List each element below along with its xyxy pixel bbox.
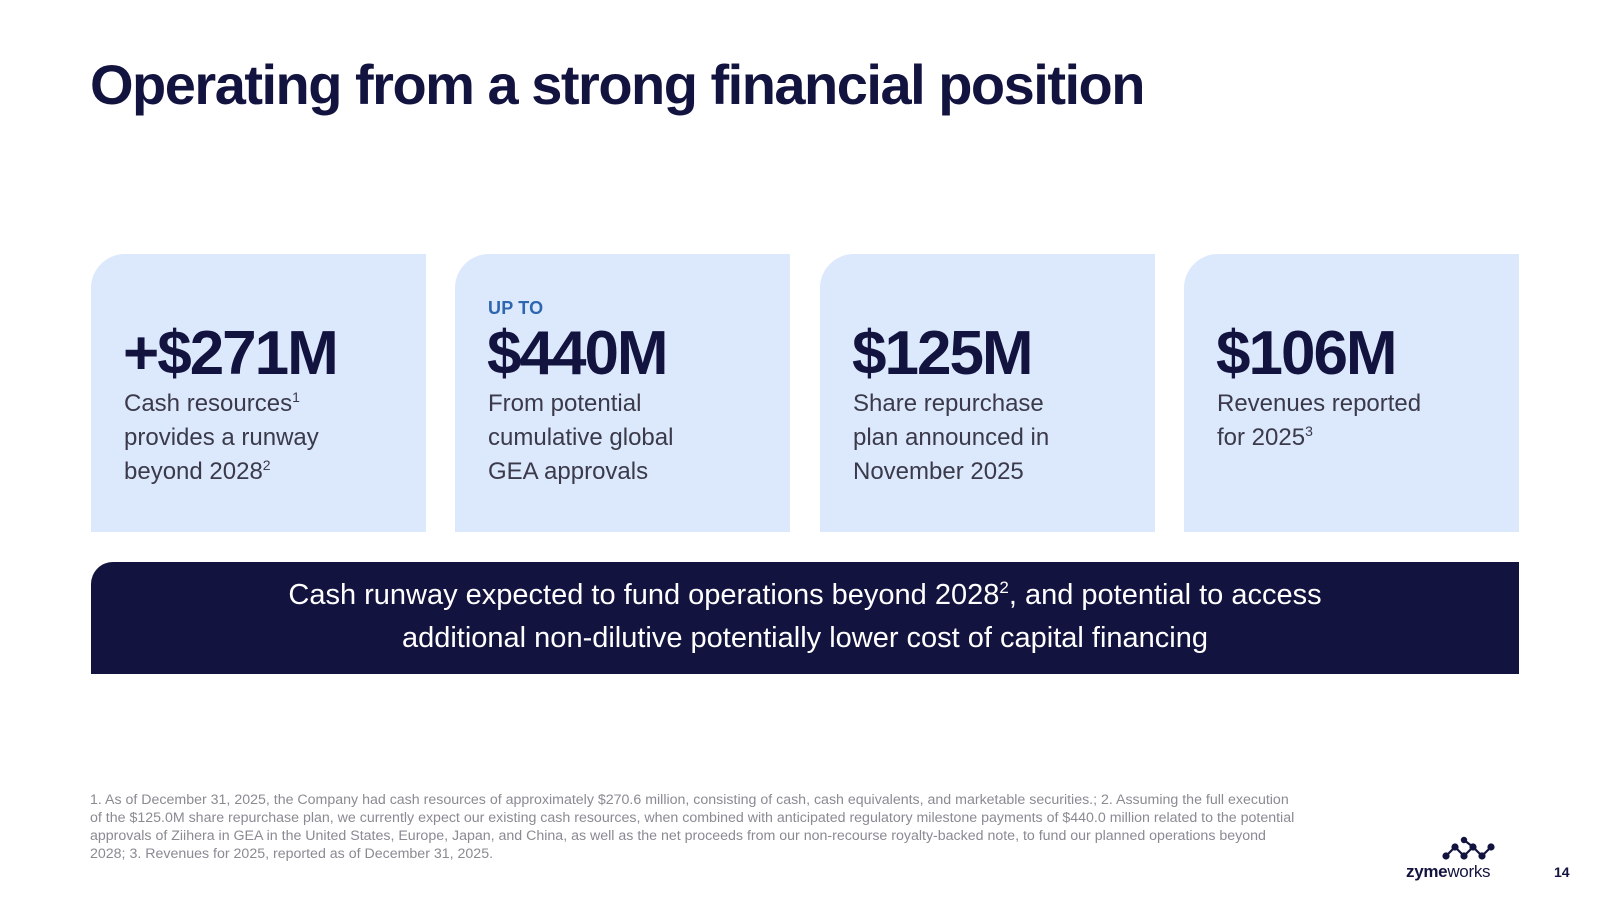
slide-title: Operating from a strong financial positi… [90,53,1145,116]
metric-value: $125M [852,319,1034,388]
metric-description: Share repurchase plan announced in Novem… [853,390,1050,485]
banner-line-2: additional non-dilutive potentially lowe… [401,622,1209,654]
logo-wordmark: zymeworks [1406,862,1491,881]
footnotes: 1. As of December 31, 2025, the Company … [90,792,1295,862]
metric-value: $440M [487,319,669,388]
metric-card-gea-approvals: UP TO $440M From potential cumulative gl… [455,254,790,532]
metric-description: Revenues reported for 20253 [1217,390,1422,451]
metric-description: From potential cumulative global GEA app… [488,390,674,485]
metric-description: Cash resources1 provides a runway beyond… [124,389,319,485]
banner-line-1: Cash runway expected to fund operations … [288,578,1322,611]
metric-card-revenues: $106M Revenues reported for 20253 [1184,254,1519,532]
metric-card-cash-resources: +$271M Cash resources1 provides a runway… [91,254,426,532]
metric-cards: +$271M Cash resources1 provides a runway… [91,254,1519,532]
metric-value: +$271M [123,319,339,388]
page-number: 14 [1554,864,1570,880]
metric-card-share-repurchase: $125M Share repurchase plan announced in… [820,254,1155,532]
molecule-dots-icon [1442,836,1495,860]
cash-runway-banner: Cash runway expected to fund operations … [91,562,1519,674]
metric-value: $106M [1216,319,1398,388]
metric-prefix: UP TO [488,298,544,318]
zymeworks-logo: zymeworks [1406,836,1536,882]
